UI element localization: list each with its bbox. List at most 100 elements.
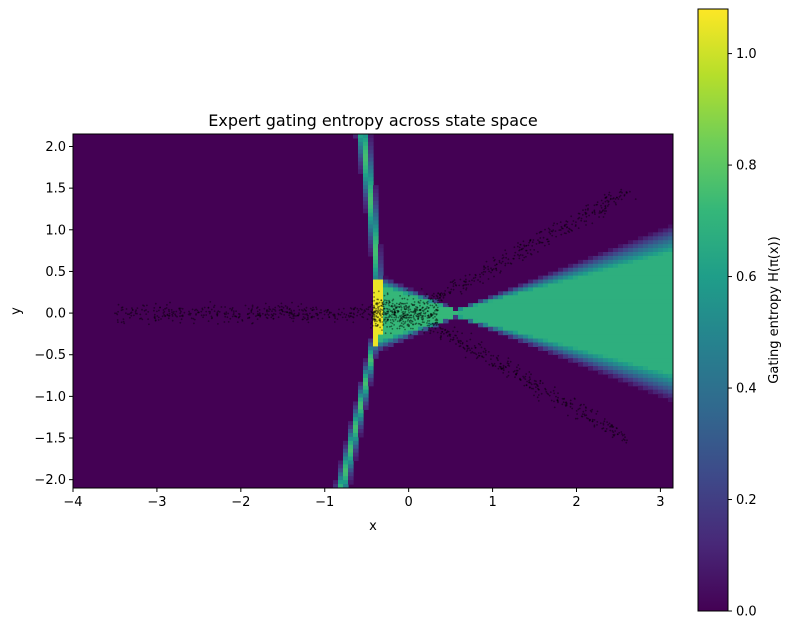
- heatmap-cell: [468, 311, 474, 316]
- scatter-point: [611, 425, 614, 427]
- scatter-point: [525, 373, 528, 375]
- heatmap-cell: [573, 318, 579, 324]
- scatter-point: [517, 364, 520, 366]
- scatter-point: [412, 323, 414, 326]
- heatmap-cell: [578, 362, 584, 367]
- scatter-point: [563, 224, 566, 227]
- heatmap-cell: [558, 307, 564, 312]
- scatter-point: [401, 325, 403, 328]
- heatmap-cell: [618, 255, 624, 261]
- heatmap-cell: [603, 354, 609, 359]
- heatmap-cell: [618, 322, 624, 328]
- scatter-point: [379, 319, 382, 322]
- scatter-point: [435, 308, 437, 311]
- scatter-point: [459, 342, 462, 345]
- heatmap-cell: [378, 283, 384, 288]
- heatmap-cell: [648, 279, 654, 285]
- scatter-point: [612, 197, 615, 199]
- scatter-point: [395, 315, 398, 318]
- scatter-point: [611, 426, 614, 428]
- scatter-point: [252, 312, 255, 315]
- scatter-point: [439, 326, 442, 329]
- heatmap-cell: [638, 252, 644, 257]
- scatter-point: [460, 340, 462, 342]
- heatmap-cell: [528, 338, 534, 344]
- heatmap-cell: [563, 354, 569, 359]
- scatter-point: [263, 307, 266, 310]
- scatter-point: [417, 301, 420, 304]
- heatmap-cell: [593, 295, 599, 300]
- scatter-point: [161, 315, 164, 318]
- scatter-point: [583, 403, 585, 406]
- heatmap-cell: [663, 291, 669, 296]
- heatmap-cell: [363, 401, 369, 406]
- heatmap-cell: [513, 291, 519, 296]
- heatmap-cell: [658, 279, 664, 285]
- scatter-point: [593, 425, 596, 428]
- scatter-point: [495, 269, 498, 272]
- heatmap-cell: [633, 275, 639, 281]
- heatmap-cell: [628, 354, 634, 359]
- scatter-point: [602, 422, 605, 425]
- heatmap-cell: [638, 350, 644, 355]
- scatter-point: [534, 382, 537, 385]
- scatter-point: [402, 312, 405, 315]
- heatmap-cell: [668, 373, 673, 379]
- heatmap-cell: [363, 181, 369, 186]
- scatter-point: [232, 313, 235, 316]
- scatter-point: [581, 214, 584, 216]
- heatmap-cell: [348, 421, 354, 426]
- scatter-point: [270, 313, 273, 316]
- scatter-point: [572, 220, 575, 222]
- scatter-point: [423, 308, 426, 311]
- scatter-point: [423, 302, 426, 305]
- heatmap-cell: [623, 346, 629, 351]
- heatmap-cell: [573, 303, 579, 308]
- scatter-point: [397, 305, 399, 308]
- heatmap-cell: [578, 346, 584, 351]
- scatter-point: [513, 370, 516, 372]
- heatmap-cell: [553, 291, 559, 296]
- heatmap-cell: [568, 307, 574, 312]
- scatter-point: [356, 314, 358, 317]
- scatter-point: [436, 319, 439, 322]
- scatter-point: [285, 311, 288, 314]
- scatter-point: [426, 310, 429, 313]
- heatmap-cell: [513, 303, 519, 308]
- scatter-point: [537, 394, 540, 396]
- scatter-point: [432, 317, 434, 319]
- heatmap-cell: [663, 244, 669, 249]
- heatmap-cell: [613, 334, 619, 340]
- heatmap-cell: [668, 397, 673, 403]
- heatmap-cell: [538, 299, 544, 304]
- scatter-point: [353, 307, 356, 310]
- scatter-point: [391, 313, 393, 316]
- scatter-point: [272, 314, 274, 317]
- scatter-point: [423, 303, 426, 305]
- scatter-point: [371, 315, 374, 318]
- heatmap-cell: [428, 307, 434, 312]
- scatter-point: [470, 332, 473, 335]
- heatmap-cell: [668, 330, 673, 336]
- scatter-point: [619, 190, 622, 193]
- scatter-point: [391, 305, 393, 307]
- heatmap-cell: [338, 472, 344, 477]
- heatmap-cell: [633, 322, 639, 328]
- heatmap-cell: [618, 370, 624, 375]
- scatter-point: [519, 378, 522, 381]
- heatmap-cell: [543, 322, 549, 328]
- scatter-point: [383, 310, 385, 313]
- scatter-point: [207, 306, 210, 309]
- heatmap-cell: [658, 236, 664, 241]
- scatter-point: [386, 310, 388, 313]
- scatter-point: [163, 310, 166, 313]
- heatmap-cell: [613, 299, 619, 304]
- scatter-point: [291, 313, 294, 316]
- scatter-point: [452, 280, 455, 283]
- heatmap-cell: [373, 224, 379, 229]
- scatter-point: [612, 198, 614, 200]
- heatmap-cell: [363, 370, 369, 375]
- heatmap-cell: [613, 271, 619, 277]
- heatmap-cell: [543, 299, 549, 304]
- scatter-point: [487, 265, 489, 268]
